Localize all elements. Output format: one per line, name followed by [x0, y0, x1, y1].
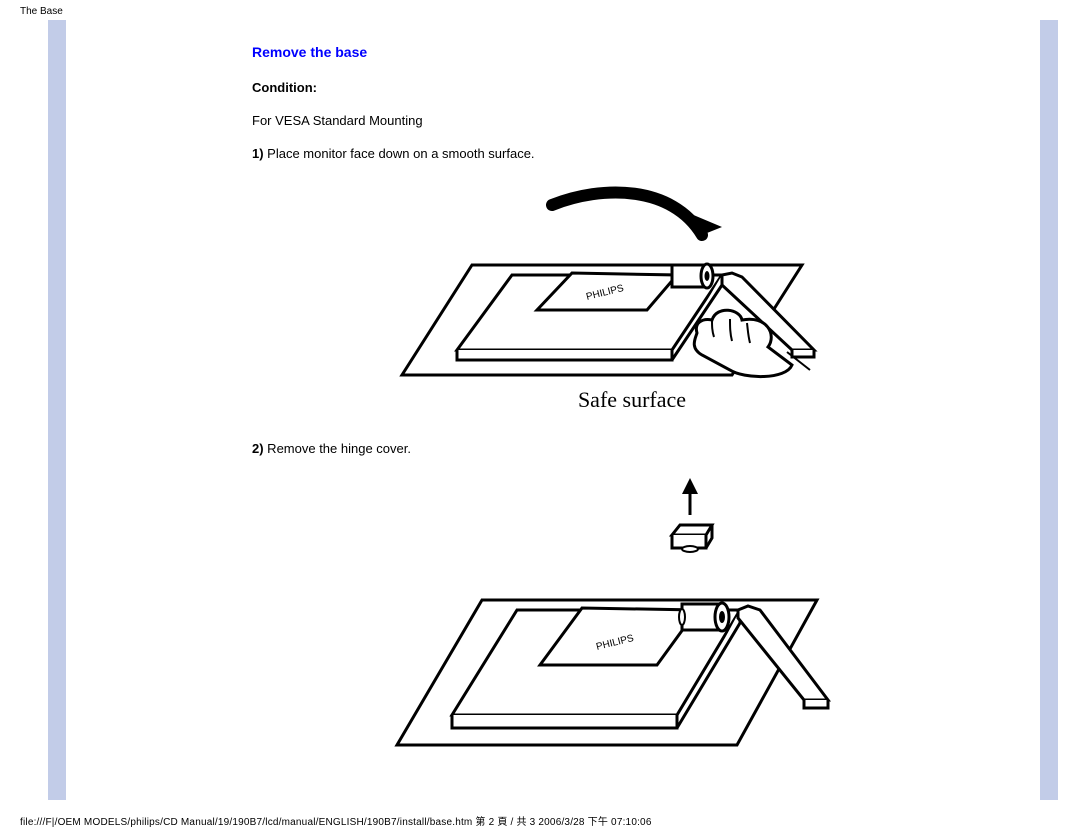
figure-2: PHILIPS [372, 470, 892, 780]
figure-1-caption: Safe surface [578, 387, 686, 412]
section-heading: Remove the base [252, 44, 1012, 60]
page-footer-path: file:///F|/OEM MODELS/philips/CD Manual/… [20, 813, 652, 828]
page-header-title: The Base [20, 6, 63, 17]
condition-text: For VESA Standard Mounting [252, 113, 1012, 128]
main-content: Remove the base Condition: For VESA Stan… [252, 44, 1012, 796]
condition-label: Condition: [252, 80, 1012, 95]
step-1: 1) Place monitor face down on a smooth s… [252, 146, 1012, 161]
step-2-number: 2) [252, 441, 264, 456]
step-1-number: 1) [252, 146, 264, 161]
left-accent-bar [48, 20, 66, 800]
step-2: 2) Remove the hinge cover. [252, 441, 1012, 456]
step-1-text: Place monitor face down on a smooth surf… [264, 146, 535, 161]
right-accent-bar [1040, 20, 1058, 800]
step-2-text: Remove the hinge cover. [264, 441, 411, 456]
figure-1: PHILIPS Safe surface [372, 175, 892, 425]
